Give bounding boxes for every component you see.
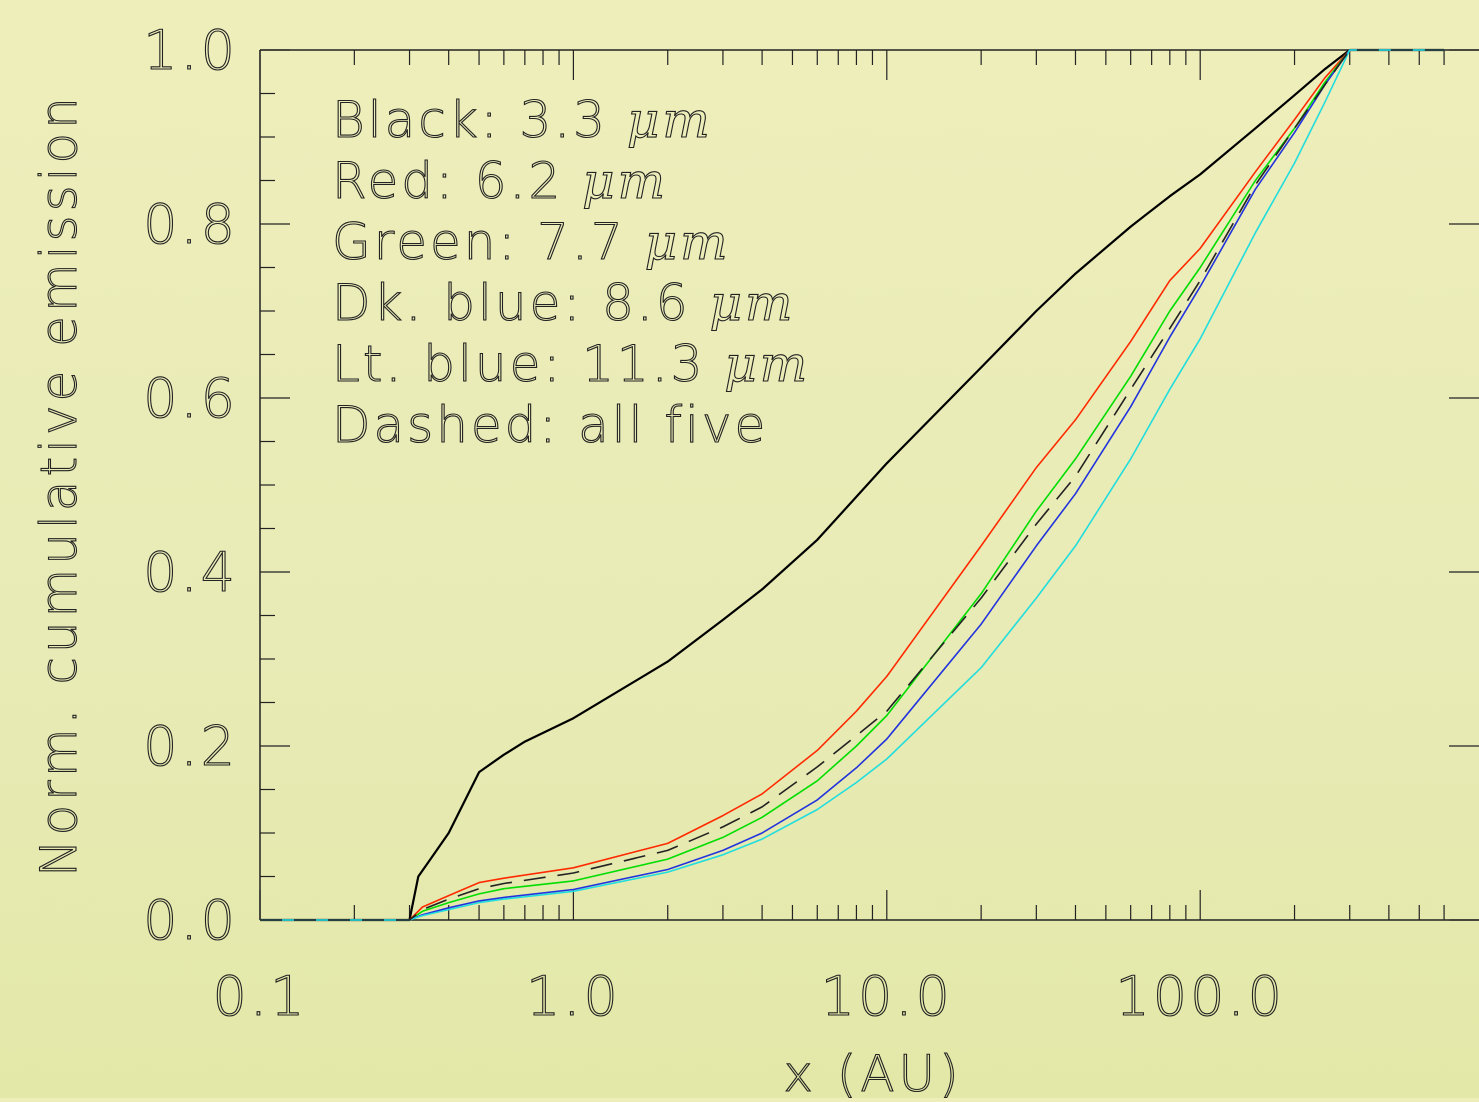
legend-entry-unit: μm: [645, 213, 731, 271]
legend-entry-unit: μm: [724, 335, 810, 393]
legend-entry: Black: 3.3 μm: [332, 91, 713, 149]
series-dark-blue-8-6um: [260, 49, 1445, 921]
series-light-blue-11-3um: [260, 49, 1445, 921]
y-tick-label: 0.8: [143, 193, 238, 256]
y-tick-label: 1.0: [143, 19, 238, 82]
x-axis-label: x (AU): [783, 1045, 962, 1098]
legend-entry-unit: μm: [627, 91, 713, 149]
legend-entry-text: Dashed: all five: [332, 396, 768, 454]
series-dashed-all-five: [260, 49, 1445, 921]
legend-entry: Red: 6.2 μm: [332, 152, 668, 210]
legend-entry: Green: 7.7 μm: [332, 213, 731, 271]
x-tick-label: 1.0: [526, 965, 621, 1028]
x-tick-label: 10.0: [821, 965, 953, 1028]
y-tick-label: 0.2: [143, 715, 238, 778]
y-axis-label: Norm. cumulative emission: [30, 93, 88, 877]
legend-entry: Dashed: all five: [332, 396, 768, 454]
legend-entry-text: Green: 7.7: [332, 213, 645, 271]
x-tick-label: 0.1: [213, 965, 308, 1028]
series-green-7-7um: [260, 49, 1445, 921]
legend-entry-text: Red: 6.2: [332, 152, 582, 210]
legend-entry: Dk. blue: 8.6 μm: [332, 274, 795, 332]
y-tick-label: 0.0: [143, 889, 238, 952]
series-red-6-2um: [260, 49, 1445, 921]
series-black-3-3um: [260, 48, 1445, 922]
legend-entry-unit: μm: [709, 274, 795, 332]
y-tick-label: 0.4: [143, 541, 238, 604]
legend-entry-text: Lt. blue: 11.3: [332, 335, 724, 393]
y-tick-label: 0.6: [143, 367, 238, 430]
x-tick-label: 100.0: [1115, 965, 1285, 1028]
legend-entry-unit: μm: [582, 152, 668, 210]
legend-entry-text: Dk. blue: 8.6: [332, 274, 709, 332]
legend-entry: Lt. blue: 11.3 μm: [332, 335, 810, 393]
legend-entry-text: Black: 3.3: [332, 91, 627, 149]
